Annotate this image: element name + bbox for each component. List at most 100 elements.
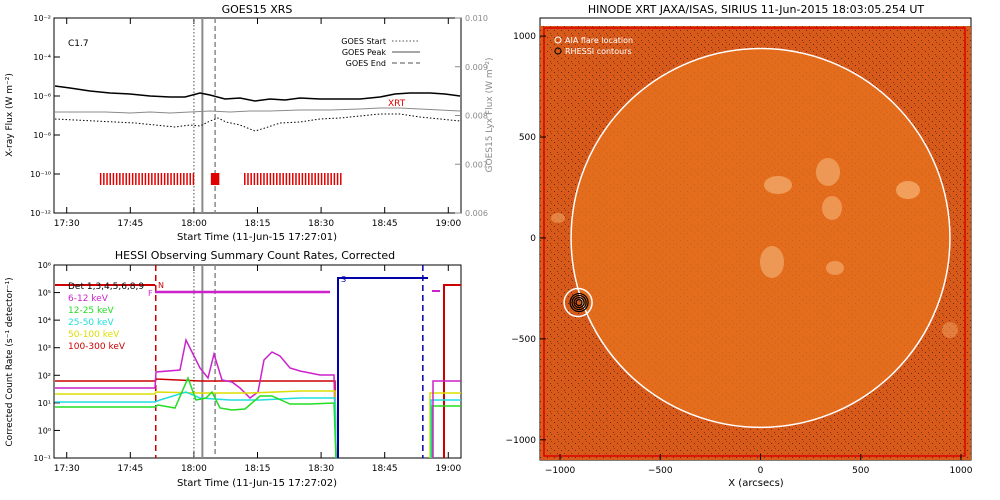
rhessi-contour-1 [571, 294, 587, 311]
goes-y2-tick-label-2: 0.008 [465, 112, 488, 121]
hessi-blue-bar [337, 277, 428, 458]
goes-y2-axis: 0.006 0.007 0.008 0.009 0.010 [455, 14, 488, 218]
hessi-x-axis-label: Start Time (11-Jun-15 17:27:02) [177, 478, 337, 489]
goes-flux-line [54, 85, 461, 102]
lyx-flux-line [55, 107, 461, 114]
goes-y-tick-label-3: 10⁻⁶ [33, 92, 51, 101]
hessi-legend: Det 1,3,4,5,6,8,9 6-12 keV 12-25 keV 25-… [68, 282, 144, 352]
goes-x-tick-label-1: 17:45 [117, 219, 143, 229]
goes-y-tick-label-0: 10⁻¹² [30, 209, 51, 218]
legend-rhessi-contours: RHESSI contours [565, 47, 632, 56]
xrt-y-tick-label-4: −1000 [506, 436, 537, 446]
legend-goes-end: GOES End [346, 59, 386, 68]
goes-x-tick-label-4: 18:30 [308, 219, 334, 229]
aia-flare-circle [563, 287, 593, 318]
series-6-12-kev-line [55, 337, 337, 458]
legend-det: Det 1,3,4,5,6,8,9 [68, 282, 144, 292]
xrt-x-tick-label-4: 1000 [950, 466, 973, 476]
goes-y-tick-label-5: 10⁻² [33, 14, 51, 23]
goes-title: GOES15 XRS [222, 3, 293, 16]
xrt-interval-1 [210, 173, 220, 185]
solar-disk [571, 48, 950, 428]
goes-x-tick-label-5: 18:45 [372, 219, 398, 229]
legend-6-12-kev: 6-12 keV [68, 294, 109, 304]
hessi-y-tick-label-7: 10⁶ [38, 261, 51, 270]
hessi-right-green [431, 405, 461, 458]
xrt-y-tick-label-2: 0 [530, 234, 536, 244]
goes-x-axis: 17:30 17:45 18:00 18:15 18:30 18:45 19:00 [54, 18, 462, 229]
hessi-flag-f: F [148, 289, 153, 298]
xrt-x-axis: −1000 −500 0 500 1000 [545, 454, 973, 476]
xrt-interval-2 [244, 173, 342, 185]
hessi-flag-s: S [341, 275, 346, 284]
goes-y-axis: 10⁻¹² 10⁻¹⁰ 10⁻⁸ 10⁻⁶ 10⁻⁴ 10⁻² [30, 14, 60, 218]
hessi-x-tick-label-5: 18:45 [372, 464, 398, 474]
xrt-intervals [99, 173, 342, 185]
hessi-right-red [443, 284, 461, 458]
hessi-x-tick-label-4: 18:30 [308, 464, 334, 474]
xrt-y-axis: 1000 500 0 −500 −1000 [506, 32, 546, 446]
goes-y2-axis-label: GOES15 Lyx Flux (W m⁻²) [485, 58, 495, 173]
goes-class-annotation: C1.7 [68, 39, 89, 49]
hessi-title: HESSI Observing Summary Count Rates, Cor… [115, 249, 395, 262]
xrt-x-tick-label-2: 0 [758, 466, 764, 476]
xrt-y-tick-label-3: −500 [511, 335, 536, 345]
goes-y2-tick-label-4: 0.010 [465, 14, 488, 23]
hessi-x-tick-label-2: 18:00 [181, 464, 207, 474]
legend-aia-swatch [554, 36, 562, 44]
xrt-x-tick-label-1: −500 [648, 466, 673, 476]
hessi-y-tick-label-3: 10² [38, 371, 51, 380]
legend-25-50-kev: 25-50 keV [68, 318, 114, 328]
xrt-red-frame [543, 27, 966, 457]
goes-x-tick-label-3: 18:15 [245, 219, 271, 229]
hessi-x-tick-label-6: 19:00 [435, 464, 461, 474]
goes-x-tick-label-2: 18:00 [181, 219, 207, 229]
goes-y-tick-label-2: 10⁻⁸ [33, 131, 51, 140]
goes-legend: GOES Start GOES Peak GOES End [341, 37, 420, 68]
hessi-plot-frame [53, 264, 462, 459]
solar-limb [570, 47, 951, 429]
goes-xrt-label: XRT [388, 99, 406, 109]
goes-y2-tick-label-0: 0.006 [465, 209, 488, 218]
hessi-x-tick-label-0: 17:30 [54, 464, 80, 474]
xrt-y-tick-label-0: 1000 [513, 32, 536, 42]
goes-y-axis-label: X-ray Flux (W m⁻²) [5, 73, 15, 157]
goes-y-tick-label-4: 10⁻⁴ [33, 53, 51, 62]
hessi-y-tick-label-4: 10³ [38, 344, 51, 353]
xrt-title: HINODE XRT JAXA/ISAS, SIRIUS 11-Jun-2015… [588, 3, 925, 16]
goes-x-tick-label-0: 17:30 [54, 219, 80, 229]
hessi-y-tick-label-5: 10⁴ [38, 316, 51, 325]
legend-goes-start: GOES Start [341, 37, 386, 46]
hessi-y-tick-label-0: 10⁻¹ [33, 454, 51, 463]
hessi-y-tick-label-6: 10⁵ [38, 289, 51, 298]
goes-x-tick-label-6: 19:00 [435, 219, 461, 229]
legend-aia-flare-location: AIA flare location [565, 36, 633, 45]
hessi-y-tick-label-1: 10⁰ [38, 426, 51, 435]
xrt-interval-0 [99, 173, 195, 185]
rhessi-contour-0 [569, 292, 589, 313]
hessi-y-axis-label: Corrected Count Rate (s⁻¹ detector⁻¹) [5, 277, 15, 446]
hessi-y-axis: 10⁻¹ 10⁰ 10¹ 10² 10³ 10⁴ 10⁵ 10⁶ [33, 261, 60, 463]
bright-regions [551, 158, 958, 338]
series-12-25-kev-line [55, 375, 337, 458]
xrt-x-tick-label-0: −1000 [545, 466, 576, 476]
hessi-x-tick-label-1: 17:45 [117, 464, 143, 474]
goes-panel: GOES15 XRS 17:30 17:45 18:00 18:15 18:30 18:4… [5, 3, 495, 243]
xrt-legend: AIA flare location RHESSI contours [554, 36, 633, 56]
legend-12-25-kev: 12-25 keV [68, 306, 114, 316]
legend-goes-peak: GOES Peak [342, 48, 387, 57]
rhessi-contour-3 [575, 298, 583, 307]
xrt-panel: HINODE XRT JAXA/ISAS, SIRIUS 11-Jun-2015… [506, 3, 973, 489]
hessi-panel: HESSI Observing Summary Count Rates, Cor… [5, 249, 462, 489]
xrt-y-tick-label-1: 500 [519, 133, 536, 143]
flare-location-marker [563, 287, 593, 318]
goes-y2-tick-label-1: 0.007 [465, 160, 488, 169]
xrt-x-axis-label: X (arcsecs) [728, 478, 784, 489]
legend-50-100-kev: 50-100 keV [68, 330, 120, 340]
series-25-50-kev-line [55, 391, 337, 458]
hessi-y-tick-label-2: 10¹ [38, 399, 51, 408]
goes-y2-tick-label-3: 0.009 [465, 63, 488, 72]
goes-low-flux-line [54, 113, 461, 132]
hessi-right-cyan [430, 399, 461, 458]
